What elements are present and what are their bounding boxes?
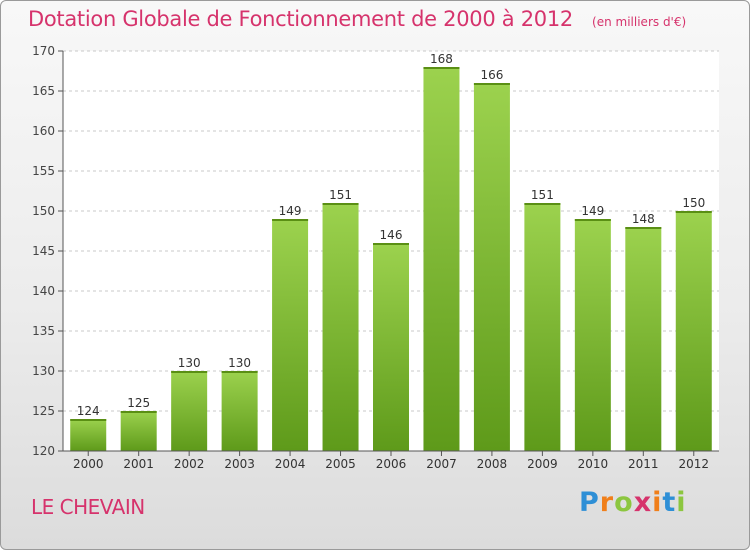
x-tick-label: 2009 [527, 457, 558, 471]
y-tick-label: 125 [32, 404, 55, 418]
bar [473, 83, 510, 451]
bar [322, 203, 359, 451]
bar-top-edge [423, 67, 460, 69]
x-tick-label: 2004 [275, 457, 306, 471]
logo-letter: x [633, 487, 653, 518]
bar [171, 371, 208, 451]
bar-top-edge [524, 203, 561, 205]
x-tick-label: 2010 [578, 457, 609, 471]
bar-value-label: 149 [581, 204, 604, 218]
bar-value-label: 151 [531, 188, 554, 202]
y-tick-label: 130 [32, 364, 55, 378]
bar-top-edge [272, 219, 309, 221]
logo-letter: r [599, 487, 615, 518]
logo-letter: i [676, 487, 687, 518]
bar-top-edge [675, 211, 712, 213]
x-tick-label: 2012 [678, 457, 709, 471]
logo-letter: t [662, 487, 677, 518]
bar-value-label: 149 [279, 204, 302, 218]
proxiti-logo: Proxiti [579, 487, 687, 518]
y-tick-label: 160 [32, 124, 55, 138]
bar [272, 219, 309, 451]
x-tick-label: 2005 [325, 457, 356, 471]
bar-top-edge [473, 83, 510, 85]
bar-top-edge [625, 227, 662, 229]
bar-top-edge [221, 371, 258, 373]
y-tick-label: 135 [32, 324, 55, 338]
x-tick-label: 2001 [123, 457, 154, 471]
bar-top-edge [70, 419, 107, 421]
x-tick-label: 2003 [224, 457, 255, 471]
x-tick-label: 2006 [376, 457, 407, 471]
bar-value-label: 125 [127, 396, 150, 410]
bar-top-edge [322, 203, 359, 205]
bar-top-edge [373, 243, 409, 245]
y-tick-label: 170 [32, 44, 55, 58]
place-name: LE CHEVAIN [31, 495, 145, 519]
y-tick-label: 150 [32, 204, 55, 218]
bar [70, 419, 107, 451]
x-tick-label: 2007 [426, 457, 457, 471]
bar [423, 67, 460, 451]
unit-note: (en milliers d'€) [592, 15, 687, 29]
y-tick-label: 165 [32, 84, 55, 98]
bar-top-edge [574, 219, 611, 221]
bar-value-label: 166 [480, 68, 503, 82]
bar-value-label: 151 [329, 188, 352, 202]
y-tick-label: 145 [32, 244, 55, 258]
bar [524, 203, 561, 451]
bar [221, 371, 258, 451]
bar-value-label: 124 [77, 404, 100, 418]
logo-letter: o [614, 487, 634, 518]
x-tick-label: 2000 [73, 457, 104, 471]
bar-value-label: 146 [380, 228, 403, 242]
y-tick-label: 120 [32, 444, 55, 458]
bar-value-label: 148 [632, 212, 655, 226]
x-tick-label: 2008 [477, 457, 508, 471]
title-row: Dotation Globale de Fonctionnement de 20… [28, 7, 686, 31]
y-tick-label: 140 [32, 284, 55, 298]
x-tick-label: 2002 [174, 457, 205, 471]
chart-title: Dotation Globale de Fonctionnement de 20… [28, 7, 573, 31]
bar [574, 219, 611, 451]
x-tick-label: 2011 [628, 457, 659, 471]
y-tick-label: 155 [32, 164, 55, 178]
bar [120, 411, 157, 451]
bar-value-label: 130 [228, 356, 251, 370]
logo-letter: i [652, 487, 663, 518]
bar-top-edge [171, 371, 208, 373]
bar-value-label: 168 [430, 52, 453, 66]
bar-value-label: 130 [178, 356, 201, 370]
bar-top-edge [120, 411, 157, 413]
bar [373, 243, 409, 451]
logo-letter: P [579, 487, 600, 518]
bar [675, 211, 712, 451]
bar-value-label: 150 [682, 196, 705, 210]
bar [625, 227, 662, 451]
